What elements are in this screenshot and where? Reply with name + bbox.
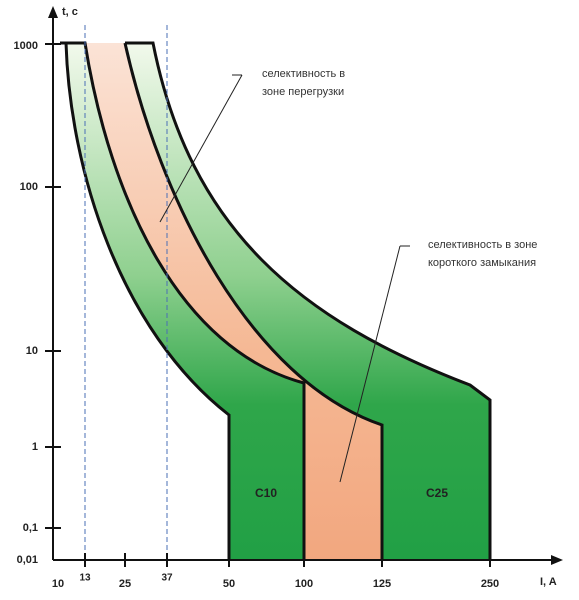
- axis-arrow: [48, 6, 58, 18]
- axes: [45, 14, 555, 567]
- x-tick-label: 37: [161, 573, 173, 584]
- y-axis-title: t, c: [62, 6, 78, 18]
- x-tick-label: 50: [223, 578, 235, 590]
- curve-label: C25: [426, 486, 448, 500]
- curve-outlines: [60, 41, 492, 560]
- x-tick-label: 10: [52, 578, 64, 590]
- y-tick-label: 100: [20, 181, 38, 193]
- leader-line: [339, 245, 401, 483]
- annotation: селективность в зоне: [428, 239, 537, 251]
- axis-arrow: [551, 555, 563, 565]
- leader-line: [159, 74, 243, 223]
- x-tick-label: 250: [481, 578, 499, 590]
- y-tick-label: 1: [32, 441, 38, 453]
- c25-band: [125, 43, 490, 560]
- y-tick-label: 0,1: [23, 522, 38, 534]
- y-tick-label: 10: [26, 345, 38, 357]
- curve-label: C10: [255, 486, 277, 500]
- y-tick-label: 1000: [14, 40, 38, 52]
- x-tick-label: 100: [295, 578, 313, 590]
- annotation: зоне перегрузки: [262, 86, 344, 98]
- annotation: короткого замыкания: [428, 257, 536, 269]
- annotation: селективность в: [262, 68, 345, 80]
- x-tick-label: 13: [79, 573, 91, 584]
- c10-band: [60, 43, 304, 560]
- x-tick-label: 25: [119, 578, 131, 590]
- x-tick-label: 125: [373, 578, 391, 590]
- x-axis-title: I, A: [540, 576, 557, 588]
- y-tick-label: 0,01: [17, 554, 38, 566]
